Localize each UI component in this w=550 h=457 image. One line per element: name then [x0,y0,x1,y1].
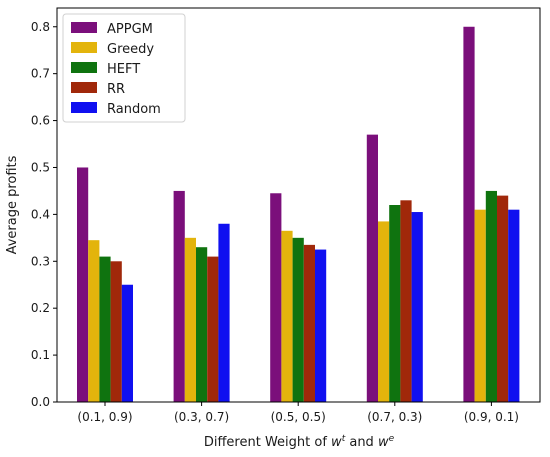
x-axis-label: Different Weight of wt and we [204,434,395,450]
bar-appgm-1 [173,190,185,402]
legend-swatch-rr [71,82,97,93]
y-tick-label: 0.7 [31,67,50,81]
legend-label-appgm: APPGM [107,22,153,37]
y-tick-label: 0.0 [31,395,50,409]
y-tick-label: 0.6 [31,114,50,128]
bar-heft-1 [196,247,208,402]
bar-appgm-4 [463,26,475,402]
legend-label-heft: HEFT [107,62,140,77]
y-axis-label: Average profits [5,155,20,254]
legend-label-random: Random [107,102,161,117]
legend-label-greedy: Greedy [107,42,154,57]
bar-greedy-0 [88,240,100,402]
y-tick-label: 0.2 [31,301,50,315]
bar-greedy-1 [184,237,196,402]
bar-rr-4 [497,195,509,402]
x-tick-label: (0.5, 0.5) [271,410,326,424]
y-tick-label: 0.8 [31,20,50,34]
bar-greedy-4 [474,209,486,402]
bar-random-0 [121,284,133,402]
y-tick-label: 0.4 [31,207,50,221]
x-tick-label: (0.3, 0.7) [174,410,229,424]
bars-group [77,26,520,402]
x-tick-label: (0.7, 0.3) [367,410,422,424]
legend-box [62,13,186,123]
legend-swatch-greedy [71,42,97,53]
y-tick-label: 0.1 [31,348,50,362]
bar-rr-3 [400,200,412,402]
x-tick-label: (0.9, 0.1) [464,410,519,424]
y-tick-label: 0.5 [31,160,50,174]
bar-appgm-0 [77,167,89,402]
bar-rr-0 [110,261,122,402]
bar-heft-0 [99,256,111,402]
bar-rr-2 [303,244,315,402]
x-tick-label: (0.1, 0.9) [77,410,132,424]
bar-random-1 [218,223,230,402]
legend-swatch-appgm [71,22,97,33]
bar-heft-3 [389,205,401,402]
legend-swatch-random [71,102,97,113]
bar-greedy-3 [378,221,390,402]
bar-random-4 [508,209,520,402]
bar-appgm-3 [366,134,378,402]
legend: APPGM Greedy HEFT RR Random [62,13,186,123]
y-axis-ticks: 0.0 0.1 0.2 0.3 0.4 0.5 0.6 0.7 0.8 [31,20,57,409]
bar-rr-1 [207,256,219,402]
plot-area-frame [56,7,541,403]
bar-appgm-2 [270,193,282,402]
bar-heft-2 [292,237,304,402]
y-tick-label: 0.3 [31,254,50,268]
legend-swatch-heft [71,62,97,73]
bar-random-3 [411,212,423,402]
bar-heft-4 [485,190,497,402]
x-axis-ticks: (0.1, 0.9) (0.3, 0.7) (0.5, 0.5) (0.7, 0.3)… [77,402,519,424]
bar-greedy-2 [281,230,293,402]
legend-label-rr: RR [107,82,125,97]
bar-random-2 [315,249,327,402]
